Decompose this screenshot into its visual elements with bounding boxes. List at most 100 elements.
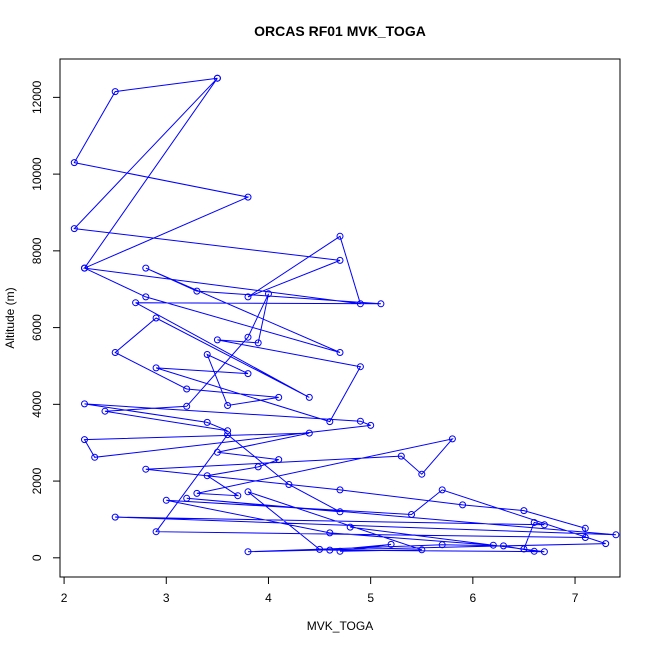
data-point <box>418 470 426 478</box>
data-point <box>489 541 497 549</box>
x-axis: 2 3 4 5 6 7 <box>61 576 579 605</box>
data-point <box>244 488 252 496</box>
data-point <box>213 336 221 344</box>
data-point <box>602 540 610 548</box>
data-point <box>244 548 252 556</box>
data-point <box>326 529 334 537</box>
data-point <box>70 159 78 167</box>
y-tick-label: 0 <box>30 554 44 561</box>
data-point <box>203 472 211 480</box>
data-point <box>448 435 456 443</box>
data-point <box>81 436 88 444</box>
data-point <box>581 534 589 541</box>
data-point <box>540 548 548 556</box>
data-point <box>520 507 528 515</box>
data-point <box>81 400 88 408</box>
data-point <box>418 546 426 554</box>
data-point <box>142 293 150 301</box>
data-point <box>152 364 160 372</box>
data-point <box>142 465 150 473</box>
data-point <box>111 513 119 521</box>
data-point <box>132 299 140 307</box>
data-point <box>305 393 313 401</box>
y-tick-label: 10000 <box>30 157 44 191</box>
data-point <box>183 402 191 410</box>
y-axis: 0 2000 4000 6000 8000 10000 12000 <box>30 80 61 561</box>
data-point <box>336 349 344 356</box>
data-point <box>111 88 119 96</box>
data-point <box>367 421 375 429</box>
y-tick-label: 2000 <box>30 467 44 494</box>
y-tick-label: 8000 <box>30 237 44 264</box>
data-point <box>336 256 344 264</box>
data-point <box>162 496 170 504</box>
data-point <box>316 545 324 553</box>
data-point <box>213 448 221 456</box>
data-point <box>203 351 211 358</box>
x-axis-label: MVK_TOGA <box>307 619 373 633</box>
data-point <box>285 481 293 488</box>
data-point <box>530 547 538 555</box>
data-point <box>336 486 344 494</box>
data-point <box>336 547 344 555</box>
data-point <box>193 287 201 295</box>
data-point <box>152 528 160 536</box>
data-point <box>142 264 150 272</box>
data-point <box>111 349 119 356</box>
data-point <box>438 486 446 494</box>
data-point <box>213 74 221 82</box>
data-point <box>336 508 344 516</box>
x-tick-label: 7 <box>572 591 579 605</box>
x-tick-label: 6 <box>470 591 477 605</box>
data-point <box>183 494 191 502</box>
data-point <box>530 519 538 526</box>
data-point <box>70 225 78 233</box>
data-point <box>244 370 252 378</box>
data-point <box>203 418 211 426</box>
data-point <box>183 385 191 393</box>
data-point <box>377 300 385 308</box>
data-point <box>326 418 334 426</box>
series-points <box>70 74 620 556</box>
data-point <box>397 452 405 460</box>
data-point <box>326 546 334 554</box>
data-point <box>275 456 283 464</box>
data-point <box>91 453 99 461</box>
data-point <box>234 492 242 500</box>
x-tick-label: 4 <box>265 591 272 605</box>
y-tick-label: 6000 <box>30 314 44 341</box>
data-point <box>346 523 354 531</box>
data-point <box>152 314 160 322</box>
data-point <box>275 393 283 401</box>
data-point <box>193 489 201 497</box>
series-line <box>73 77 616 553</box>
data-point <box>612 531 620 539</box>
data-point <box>254 339 262 347</box>
y-axis-label: Altitude (m) <box>3 287 17 348</box>
data-point <box>408 511 415 518</box>
data-point <box>224 431 232 439</box>
data-point <box>224 427 232 435</box>
data-point <box>356 300 364 308</box>
data-point <box>244 193 252 201</box>
data-point <box>438 541 446 549</box>
data-point <box>581 524 589 532</box>
x-tick-label: 2 <box>61 591 68 605</box>
data-point <box>81 264 88 272</box>
data-point <box>244 293 252 301</box>
x-tick-label: 5 <box>367 591 374 605</box>
y-tick-label: 12000 <box>30 80 44 114</box>
chart-title: ORCAS RF01 MVK_TOGA <box>254 23 426 39</box>
data-point <box>336 232 344 240</box>
data-point <box>520 545 528 553</box>
data-point <box>254 463 262 471</box>
series-lines <box>73 77 616 553</box>
data-point <box>387 540 395 548</box>
data-point <box>356 417 364 425</box>
data-point <box>244 333 252 341</box>
data-point <box>356 363 364 371</box>
data-point <box>459 501 467 509</box>
y-tick-label: 4000 <box>30 391 44 418</box>
data-point <box>500 542 507 550</box>
